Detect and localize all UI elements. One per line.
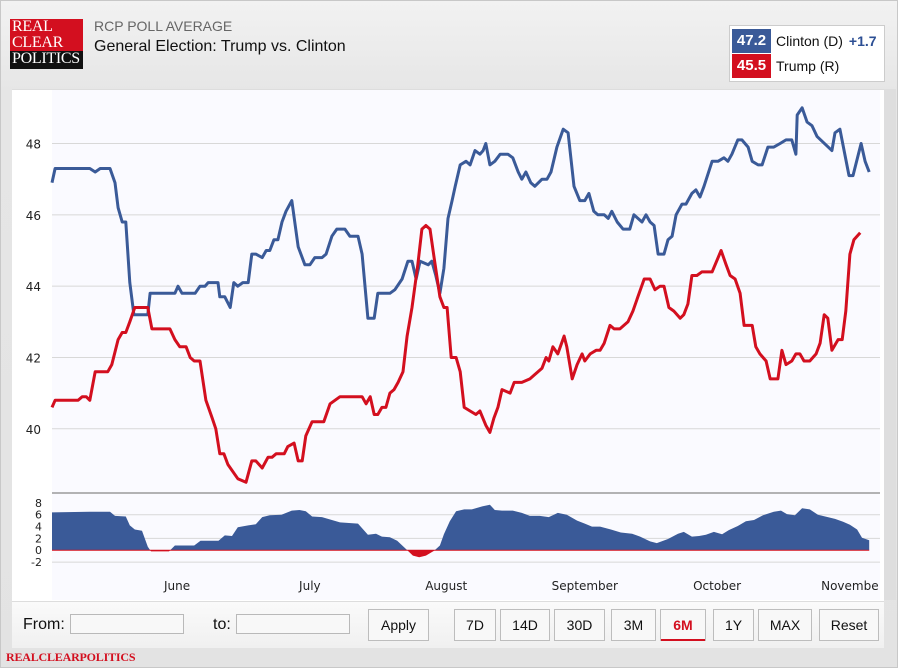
range-button-3m[interactable]: 3M: [611, 609, 656, 641]
range-button-14d[interactable]: 14D: [500, 609, 550, 641]
legend-item-clinton: 47.2 Clinton (D) +1.7: [732, 29, 877, 53]
range-button-6m[interactable]: 6M: [660, 609, 706, 641]
from-label: From:: [23, 616, 65, 633]
legend-name: Trump (R): [776, 58, 840, 74]
spread-tick-label: 2: [35, 532, 42, 545]
x-tick-label: Novembe: [821, 579, 879, 593]
from-date-input[interactable]: [70, 614, 184, 634]
spread-tick-label: 4: [35, 521, 42, 534]
range-button-30d[interactable]: 30D: [554, 609, 605, 641]
right-border: [884, 89, 896, 600]
spread-tick-label: 6: [35, 509, 42, 522]
y-tick-label: 48: [26, 137, 41, 151]
logo-line: REAL: [10, 19, 83, 35]
range-button-1y[interactable]: 1Y: [713, 609, 754, 641]
x-tick-label: August: [425, 579, 467, 593]
logo-line: POLITICS: [10, 51, 83, 69]
y-tick-label: 46: [26, 209, 41, 223]
x-tick-label: October: [693, 579, 741, 593]
x-tick-label: July: [298, 579, 321, 593]
range-button-7d[interactable]: 7D: [454, 609, 496, 641]
to-label: to:: [213, 616, 231, 633]
y-tick-label: 42: [26, 351, 41, 365]
x-tick-label: June: [163, 579, 190, 593]
footer-brand: REALCLEARPOLITICS: [6, 650, 136, 664]
legend-item-trump: 45.5 Trump (R): [732, 54, 839, 78]
legend-spread: +1.7: [848, 33, 877, 49]
spread-tick-label: -2: [31, 556, 42, 569]
rcp-logo: REAL CLEAR POLITICS: [10, 19, 83, 69]
to-date-input[interactable]: [236, 614, 350, 634]
series-line-clinton: [50, 106, 871, 320]
logo-line: CLEAR: [10, 35, 83, 51]
y-tick-label: 44: [26, 280, 41, 294]
range-button-max[interactable]: MAX: [758, 609, 812, 641]
range-controls: From: to: Apply 7D 14D 30D 3M 6M 1Y MAX Reset: [12, 601, 884, 648]
y-tick-label: 40: [26, 423, 41, 437]
spread-tick-label: 8: [35, 497, 42, 510]
reset-button[interactable]: Reset: [819, 609, 879, 641]
chart-legend: 47.2 Clinton (D) +1.7 45.5 Trump (R): [729, 25, 885, 82]
spread-area-positive: [52, 504, 870, 551]
legend-value: 47.2: [732, 29, 771, 53]
spread-tick-label: 0: [35, 544, 42, 557]
apply-button[interactable]: Apply: [368, 609, 429, 641]
x-tick-label: September: [552, 579, 618, 593]
page-title: General Election: Trump vs. Clinton: [94, 38, 346, 55]
page-subtitle: RCP POLL AVERAGE: [94, 18, 233, 34]
series-line-trump: [50, 224, 862, 484]
legend-name: Clinton (D): [776, 33, 843, 49]
chart-panel: 40 42 44 46 48 -2 0 2 4 6 8 June July August September…: [12, 89, 884, 601]
legend-value: 45.5: [732, 54, 771, 78]
